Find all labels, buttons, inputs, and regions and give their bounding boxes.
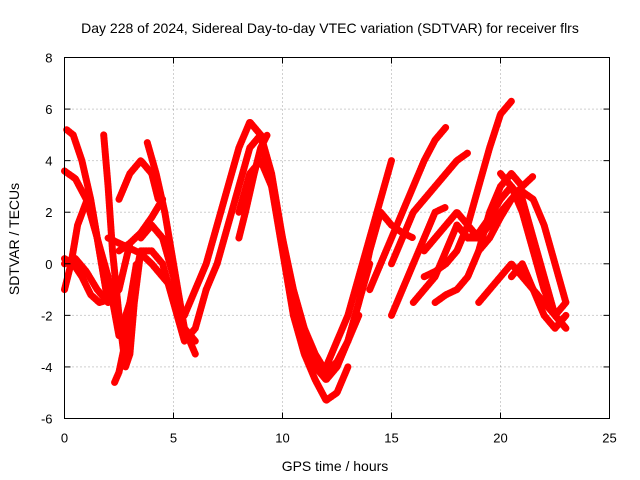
series-line [477,262,568,317]
x-tick-label: 10 [275,431,289,446]
series-layer [61,97,570,404]
series-sat-7 [111,260,140,386]
series-line [106,236,175,292]
series-line [368,125,448,292]
series-sat-28 [475,188,570,306]
series-line [150,249,208,343]
series-line [65,128,108,292]
series-line [509,262,568,330]
series-line [324,159,393,369]
series-sat-4 [63,126,110,294]
series-sat-12 [137,221,199,345]
x-tick-label: 5 [170,431,177,446]
x-axis-label: GPS time / hours [282,458,389,474]
y-axis: -6 -4 -2 0 2 4 6 8 [41,51,610,427]
series-line [63,257,117,304]
series-line [113,262,138,384]
series-sat-31 [507,260,570,332]
series-sat-17 [235,131,271,242]
y-tick-label: -4 [41,360,53,375]
y-tick-label: 0 [45,257,52,272]
x-tick-label: 20 [493,431,507,446]
y-tick-label: -2 [41,308,53,323]
series-line [237,133,269,240]
series-sat-21 [388,149,472,268]
x-tick-label: 25 [602,431,616,446]
series-line [390,151,470,266]
chart-title: Day 228 of 2024, Sidereal Day-to-day VTE… [81,20,579,36]
series-line [390,205,448,317]
series-line [117,159,160,201]
plot-frame [64,57,610,419]
x-tick-label: 0 [61,431,68,446]
y-tick-label: -6 [41,412,53,427]
y-axis-label: SDTVAR / TECUs [6,183,22,295]
y-tick-label: 6 [45,102,52,117]
series-sat-30 [475,260,570,319]
y-tick-label: 8 [45,51,52,66]
series-sat-13 [148,247,210,345]
x-axis: 0 5 10 15 20 25 [61,57,617,446]
series-sat-5 [61,255,119,306]
y-tick-label: 4 [45,154,52,169]
series-sat-16 [235,157,374,384]
y-tick-label: 2 [45,205,52,220]
series-sat-10 [104,234,177,294]
x-tick-label: 15 [384,431,398,446]
series-line [477,190,568,304]
series-line [139,223,197,343]
series-sat-8 [115,157,162,203]
series-sat-18 [322,157,395,371]
series-sat-11 [143,139,199,358]
series-sat-20 [366,123,450,294]
series-marker-trail [235,157,374,384]
series-sat-22 [388,203,450,319]
